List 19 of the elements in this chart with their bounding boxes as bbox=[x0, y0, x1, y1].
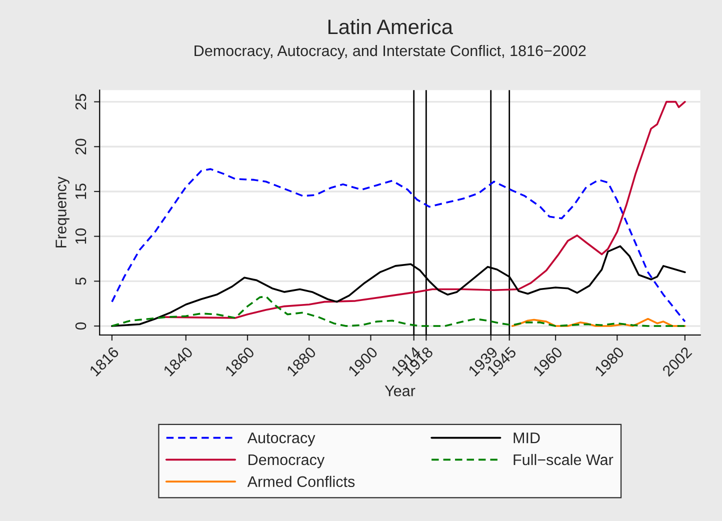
legend-label: Full−scale War bbox=[514, 454, 614, 466]
legend-label: Armed Conflicts bbox=[247, 476, 355, 488]
y-tick-label: 0 bbox=[75, 322, 86, 330]
y-tick-label: 10 bbox=[75, 228, 86, 244]
chart-title: Latin America bbox=[328, 18, 453, 34]
line-series bbox=[512, 318, 686, 327]
legend-label: Autocracy bbox=[247, 432, 316, 446]
line-series bbox=[111, 168, 686, 322]
legend-label: Democracy bbox=[248, 454, 325, 468]
y-tick-label: 5 bbox=[76, 278, 86, 285]
y-tick-label: 15 bbox=[76, 184, 86, 199]
line-series bbox=[163, 100, 686, 319]
x-axis-title: Year bbox=[384, 386, 416, 396]
chart-subtitle: Democracy, Autocracy, and Interstate Conflict, 1816−2002 bbox=[194, 44, 586, 60]
legend-label: MID bbox=[514, 432, 540, 444]
y-tick-label: 20 bbox=[75, 138, 86, 154]
y-axis-title: Frequency bbox=[56, 176, 70, 248]
line-series bbox=[111, 296, 686, 327]
y-tick-label: 25 bbox=[75, 94, 86, 110]
